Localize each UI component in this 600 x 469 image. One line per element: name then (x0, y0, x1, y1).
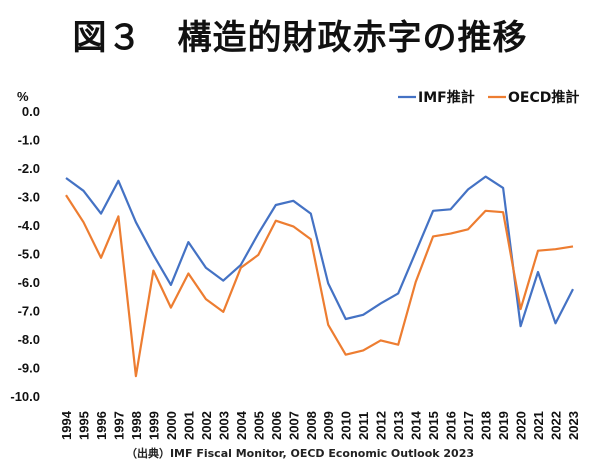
y-axis-unit-label: % (17, 89, 29, 104)
y-tick-label: -9.0 (18, 361, 40, 376)
legend-label: OECD推計 (508, 89, 579, 106)
y-tick-label: -2.0 (18, 161, 40, 176)
x-tick-label: 2010 (339, 411, 354, 440)
y-axis: %0.0 -1.0 -2.0 -3.0 -4.0 -5.0 -6.0 -7.0 -8.0 -9.0… (10, 89, 40, 404)
x-tick-label: 1998 (129, 411, 144, 440)
x-tick-label: 2011 (356, 412, 371, 440)
x-tick-label: 2005 (251, 411, 266, 440)
x-tick-label: 2014 (409, 410, 424, 440)
x-tick-label: 1997 (111, 411, 126, 440)
x-tick-label: 2012 (374, 411, 389, 440)
series-line-oecd (65, 194, 574, 378)
y-tick-label: -10.0 (10, 389, 40, 404)
x-tick-label: 2015 (426, 411, 441, 440)
x-tick-label: 1999 (146, 411, 161, 440)
x-tick-label: 2003 (216, 411, 231, 440)
x-tick-label: 2021 (531, 411, 546, 440)
x-tick-label: 2019 (496, 411, 511, 440)
x-tick-label: 2000 (164, 411, 179, 440)
y-tick-label: -3.0 (18, 190, 40, 205)
x-tick-label: 2009 (321, 411, 336, 440)
y-tick-label: -7.0 (18, 304, 40, 319)
y-tick-label: -5.0 (18, 247, 40, 262)
y-tick-label: -8.0 (18, 332, 40, 347)
x-tick-label: 2002 (199, 411, 214, 440)
x-tick-label: 2016 (444, 411, 459, 440)
x-tick-label: 2004 (234, 410, 249, 440)
x-tick-label: 2008 (304, 411, 319, 440)
x-tick-label: 2020 (514, 411, 529, 440)
x-tick-label: 2013 (391, 411, 406, 440)
y-tick-label: -6.0 (18, 275, 40, 290)
x-tick-label: 1995 (76, 411, 91, 440)
x-tick-label: 2001 (181, 411, 196, 440)
y-tick-label: -1.0 (18, 133, 40, 148)
source-note: （出典）IMF Fiscal Monitor, OECD Economic Ou… (125, 447, 475, 460)
legend: IMF推計 OECD推計 (398, 89, 579, 106)
x-tick-label: 2017 (461, 411, 476, 440)
x-tick-label: 2022 (549, 411, 564, 440)
plot-area (65, 175, 574, 378)
legend-label: IMF推計 (418, 89, 475, 106)
x-tick-label: 1996 (94, 411, 109, 440)
y-tick-label: 0.0 (22, 104, 40, 119)
x-tick-label: 2006 (269, 411, 284, 440)
x-tick-label: 2018 (479, 411, 494, 440)
y-tick-label: -4.0 (18, 218, 40, 233)
series-line-imf (65, 175, 574, 328)
x-tick-label: 2007 (286, 411, 301, 440)
x-axis: 1994 1995 1996 1997 1998 1999 2000 2001 2002 2003… (59, 410, 581, 440)
chart-title: 図３ 構造的財政赤字の推移 (72, 18, 528, 58)
x-tick-label: 1994 (59, 410, 74, 440)
x-tick-label: 2023 (566, 411, 581, 440)
